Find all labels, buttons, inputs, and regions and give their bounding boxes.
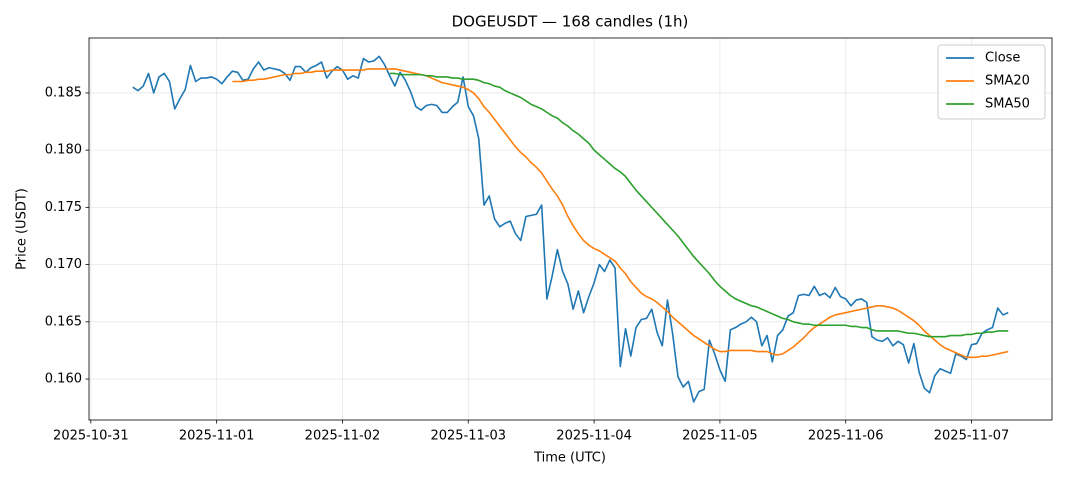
y-tick-label: 0.185 xyxy=(45,85,82,100)
plot-frame xyxy=(88,37,1053,421)
y-axis-label: Price (USDT) xyxy=(15,188,30,270)
x-tick-label: 2025-11-07 xyxy=(934,429,1010,444)
y-tick-label: 0.165 xyxy=(45,314,82,329)
series-line xyxy=(232,68,1009,359)
legend-label: SMA20 xyxy=(985,74,1030,89)
x-tick-label: 2025-11-01 xyxy=(179,429,255,444)
y-tick-label: 0.180 xyxy=(45,143,82,158)
series-line xyxy=(132,55,1009,403)
x-tick-label: 2025-11-05 xyxy=(682,429,758,444)
grid xyxy=(89,38,1052,420)
series-line xyxy=(389,72,1009,338)
legend-label: SMA50 xyxy=(985,97,1030,112)
x-tick-label: 2025-11-04 xyxy=(556,429,632,444)
legend-label: Close xyxy=(985,51,1020,66)
x-tick-label: 2025-11-03 xyxy=(430,429,506,444)
y-tick-label: 0.175 xyxy=(45,200,82,215)
x-tick-label: 2025-11-06 xyxy=(808,429,884,444)
x-tick-label: 2025-11-02 xyxy=(305,429,381,444)
legend: Close SMA20 SMA50 xyxy=(937,44,1046,120)
y-tick-label: 0.160 xyxy=(45,372,82,387)
x-tick-label: 2025-10-31 xyxy=(53,429,129,444)
legend-box xyxy=(937,44,1046,120)
chart-title: DOGEUSDT — 168 candles (1h) xyxy=(452,13,689,31)
x-axis-label: Time (UTC) xyxy=(533,451,606,466)
y-tick-label: 0.170 xyxy=(45,257,82,272)
